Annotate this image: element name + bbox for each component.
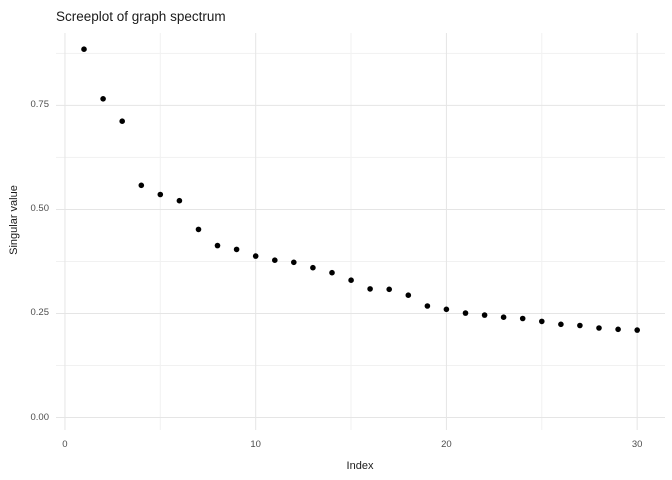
data-points: [81, 46, 640, 333]
data-point: [348, 277, 354, 283]
y-axis-tick-label: 0.75: [30, 99, 50, 111]
data-point: [443, 306, 450, 313]
data-point: [119, 118, 125, 124]
data-point: [291, 259, 297, 266]
scatter-plot-svg: [56, 33, 665, 430]
data-point: [233, 246, 240, 253]
y-axis-tick-label: 0.50: [30, 203, 50, 215]
data-point: [577, 322, 583, 329]
data-point: [386, 286, 393, 293]
data-point: [157, 191, 164, 198]
x-axis-tick-label: 20: [441, 439, 452, 450]
y-axis-tick-label: 0.00: [30, 411, 50, 423]
data-point: [462, 310, 469, 316]
data-point: [405, 292, 412, 299]
data-point: [634, 327, 640, 333]
data-point: [539, 318, 545, 325]
data-point: [176, 197, 183, 204]
data-point: [500, 314, 507, 321]
gridlines-major: [56, 33, 665, 430]
data-point: [100, 96, 106, 102]
y-axis-tick-label: 0.25: [30, 307, 50, 319]
data-point: [310, 264, 316, 271]
data-point: [615, 326, 621, 333]
data-point: [367, 286, 373, 292]
x-axis-title: Index: [346, 460, 374, 472]
data-point: [519, 315, 526, 322]
data-point: [252, 253, 259, 259]
data-point: [195, 226, 202, 233]
data-point: [81, 46, 87, 52]
data-point: [272, 257, 278, 263]
plot-panel: [56, 33, 665, 430]
x-axis-tick-label: 0: [62, 439, 68, 450]
data-point: [596, 325, 602, 331]
data-point: [214, 242, 221, 249]
data-point: [481, 312, 488, 318]
data-point: [558, 321, 564, 328]
gridlines-minor: [56, 33, 665, 430]
x-axis-tick-label: 30: [631, 439, 643, 450]
data-point: [424, 303, 431, 309]
x-axis-tick-label: 10: [250, 439, 261, 450]
data-point: [138, 182, 145, 189]
chart-title: Screeplot of graph spectrum: [56, 9, 226, 24]
y-axis-title: Singular value: [8, 185, 20, 255]
data-point: [329, 269, 335, 276]
